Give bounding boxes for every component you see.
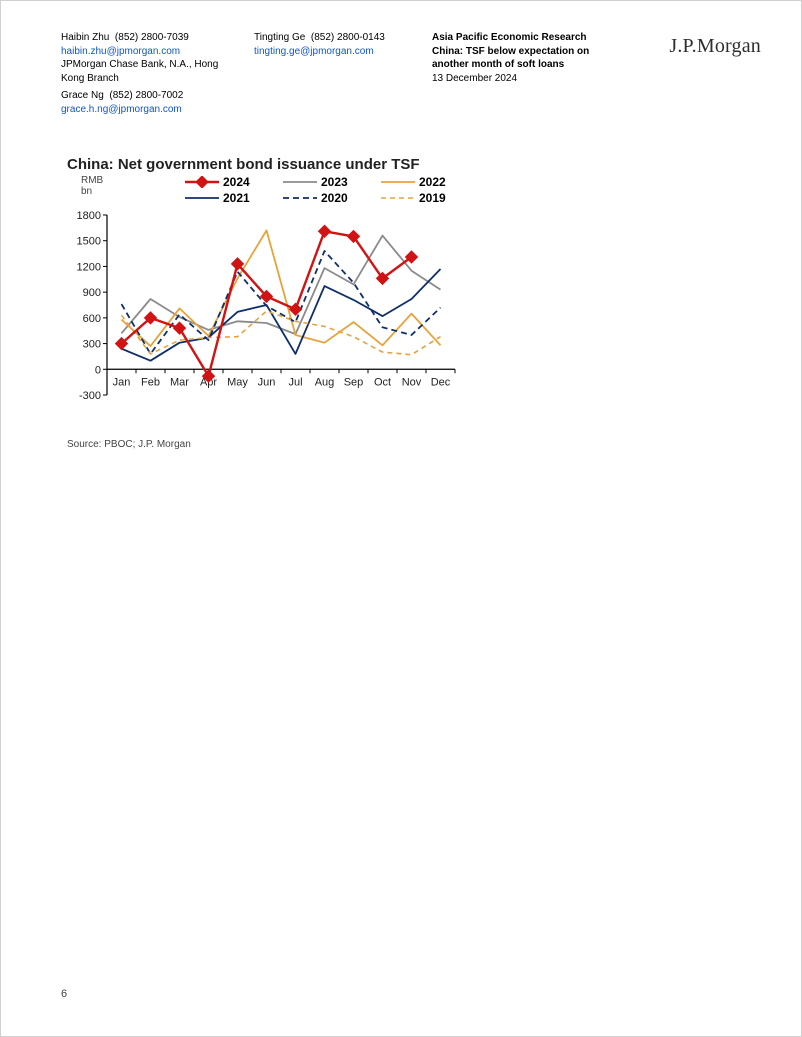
svg-text:1200: 1200 xyxy=(77,261,101,273)
chart-legend: 2024 2023 2022 2021 2020 2019 xyxy=(115,173,461,205)
report-dept: Asia Pacific Economic Research xyxy=(432,31,617,45)
report-header: Haibin Zhu (852) 2800-7039 haibin.zhu@jp… xyxy=(61,31,761,116)
author3-name: Tingting Ge xyxy=(254,32,305,43)
svg-text:900: 900 xyxy=(83,287,101,299)
line-chart: -3000300600900120015001800JanFebMarAprMa… xyxy=(61,205,461,435)
svg-text:Feb: Feb xyxy=(141,376,160,388)
report-title: China: TSF below expectation on another … xyxy=(432,45,617,72)
svg-text:Jul: Jul xyxy=(288,376,302,388)
author1-phone: (852) 2800-7039 xyxy=(115,32,189,43)
legend-item: 2020 xyxy=(283,191,363,205)
author3-phone: (852) 2800-0143 xyxy=(311,32,385,43)
author2-phone: (852) 2800-7002 xyxy=(109,90,183,101)
author-block-2: Tingting Ge (852) 2800-0143 tingting.ge@… xyxy=(254,31,414,116)
svg-text:600: 600 xyxy=(83,313,101,325)
svg-text:300: 300 xyxy=(83,339,101,351)
svg-text:Oct: Oct xyxy=(374,376,391,388)
svg-text:Dec: Dec xyxy=(431,376,451,388)
svg-text:Nov: Nov xyxy=(402,376,422,388)
legend-item: 2019 xyxy=(381,191,461,205)
svg-text:1500: 1500 xyxy=(77,236,101,248)
svg-text:Jun: Jun xyxy=(258,376,276,388)
author1-name: Haibin Zhu xyxy=(61,32,109,43)
svg-text:May: May xyxy=(227,376,248,388)
svg-text:0: 0 xyxy=(95,364,101,376)
svg-text:Aug: Aug xyxy=(315,376,335,388)
chart-unit: RMB bn xyxy=(81,175,115,197)
author1-email: haibin.zhu@jpmorgan.com xyxy=(61,45,236,59)
chart-container: China: Net government bond issuance unde… xyxy=(61,156,461,450)
report-info: Asia Pacific Economic Research China: TS… xyxy=(432,31,617,116)
jpmorgan-logo: J.P.Morgan xyxy=(669,35,761,58)
svg-text:Mar: Mar xyxy=(170,376,189,388)
svg-text:-300: -300 xyxy=(79,390,101,402)
svg-text:Sep: Sep xyxy=(344,376,364,388)
chart-title: China: Net government bond issuance unde… xyxy=(67,156,461,173)
author2-email: grace.h.ng@jpmorgan.com xyxy=(61,103,236,117)
legend-item: 2022 xyxy=(381,175,461,189)
branch-line: JPMorgan Chase Bank, N.A., Hong Kong Bra… xyxy=(61,58,236,85)
legend-item: 2023 xyxy=(283,175,363,189)
svg-text:1800: 1800 xyxy=(77,210,101,222)
author-block-1: Haibin Zhu (852) 2800-7039 haibin.zhu@jp… xyxy=(61,31,236,116)
svg-text:Jan: Jan xyxy=(113,376,131,388)
chart-source: Source: PBOC; J.P. Morgan xyxy=(67,439,461,450)
page-number: 6 xyxy=(61,988,67,1000)
author3-email: tingting.ge@jpmorgan.com xyxy=(254,45,414,59)
legend-item: 2021 xyxy=(185,191,265,205)
report-date: 13 December 2024 xyxy=(432,72,617,86)
author2-name: Grace Ng xyxy=(61,90,104,101)
legend-item: 2024 xyxy=(185,175,265,189)
